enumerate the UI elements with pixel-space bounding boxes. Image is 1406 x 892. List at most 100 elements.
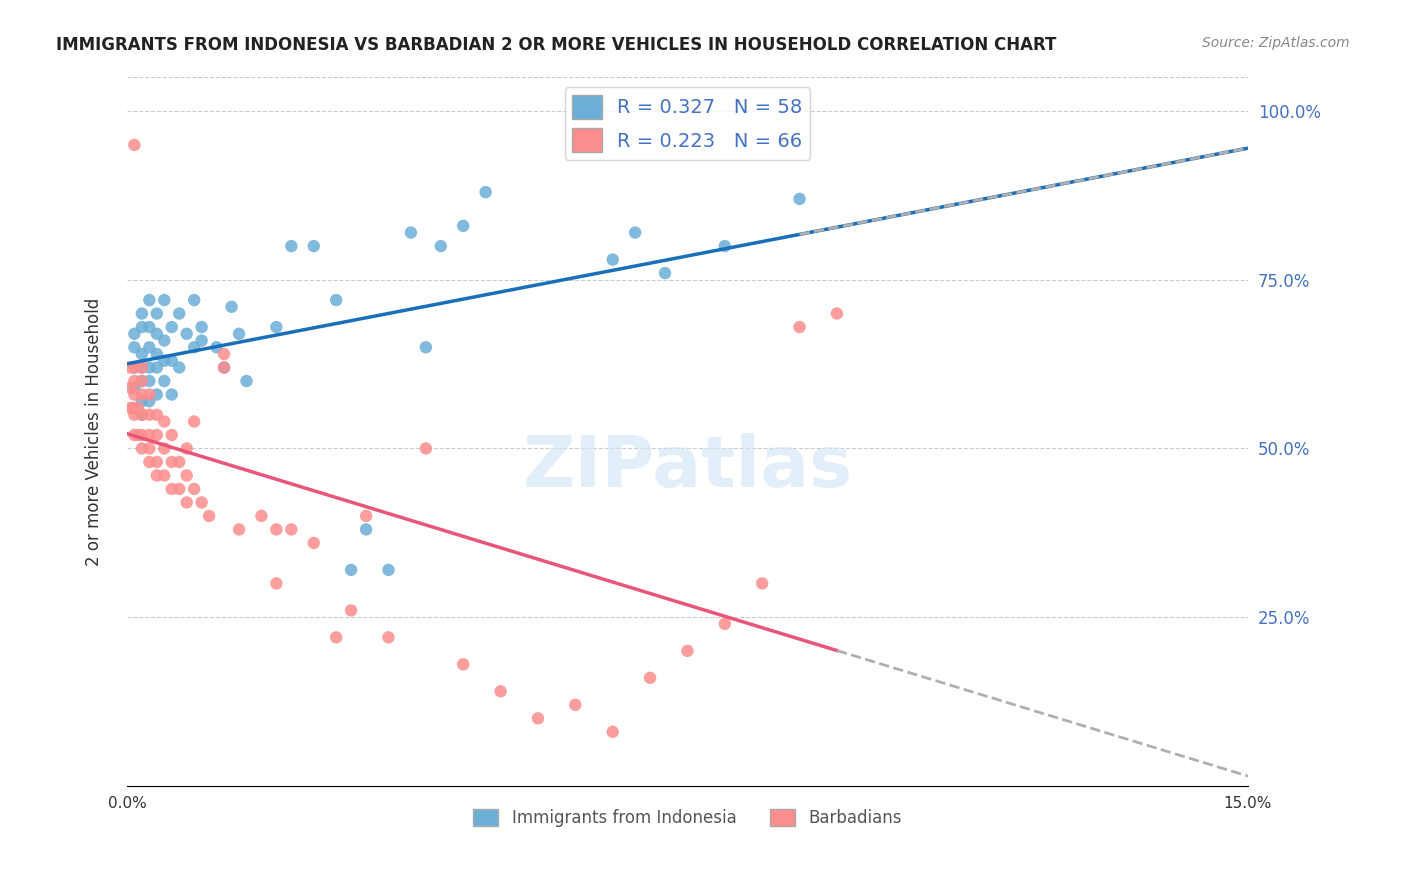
Point [131,360,153,375]
Point [266,523,288,537]
Point [183,293,205,307]
Point [124,340,146,354]
Point [474,185,496,199]
Point [751,576,773,591]
Point [131,374,153,388]
Point [228,523,250,537]
Point [325,293,347,307]
Point [354,508,377,523]
Point [340,563,363,577]
Point [167,307,190,321]
Point [160,353,183,368]
Point [146,360,169,375]
Point [138,387,160,401]
Point [167,455,190,469]
Point [789,192,811,206]
Point [564,698,586,712]
Point [122,401,145,415]
Point [183,340,205,354]
Point [451,657,474,672]
Point [153,468,176,483]
Point [120,360,142,375]
Point [190,334,212,348]
Point [138,340,160,354]
Point [131,394,153,409]
Point [124,387,146,401]
Point [160,320,183,334]
Point [399,226,422,240]
Point [302,536,325,550]
Text: ZIPatlas: ZIPatlas [523,433,852,501]
Text: IMMIGRANTS FROM INDONESIA VS BARBADIAN 2 OR MORE VEHICLES IN HOUSEHOLD CORRELATI: IMMIGRANTS FROM INDONESIA VS BARBADIAN 2… [56,36,1057,54]
Point [825,307,848,321]
Point [602,724,624,739]
Point [221,300,243,314]
Point [183,482,205,496]
Point [714,616,737,631]
Point [190,320,212,334]
Point [124,326,146,341]
Point [302,239,325,253]
Point [153,442,176,456]
Point [131,387,153,401]
Point [138,408,160,422]
Point [183,415,205,429]
Point [138,442,160,456]
Point [160,455,183,469]
Point [176,468,198,483]
Point [167,360,190,375]
Point [131,374,153,388]
Point [198,508,221,523]
Point [124,381,146,395]
Point [451,219,474,233]
Point [131,428,153,442]
Point [354,523,377,537]
Point [212,360,235,375]
Point [527,711,550,725]
Point [377,563,399,577]
Point [131,408,153,422]
Point [124,408,146,422]
Point [654,266,676,280]
Point [138,428,160,442]
Point [176,326,198,341]
Point [127,401,149,415]
Point [176,495,198,509]
Point [131,360,153,375]
Point [167,482,190,496]
Point [146,408,169,422]
Point [160,387,183,401]
Point [138,320,160,334]
Text: Source: ZipAtlas.com: Source: ZipAtlas.com [1202,36,1350,50]
Point [153,293,176,307]
Point [212,347,235,361]
Point [325,631,347,645]
Point [124,137,146,152]
Point [153,415,176,429]
Point [131,347,153,361]
Point [146,387,169,401]
Point [489,684,512,698]
Point [120,381,142,395]
Point [235,374,257,388]
Point [340,603,363,617]
Point [266,576,288,591]
Point [131,320,153,334]
Point [127,428,149,442]
Point [602,252,624,267]
Point [146,428,169,442]
Point [146,455,169,469]
Point [124,428,146,442]
Point [131,307,153,321]
Point [228,326,250,341]
Point [138,360,160,375]
Point [160,482,183,496]
Point [430,239,453,253]
Point [124,360,146,375]
Point [153,374,176,388]
Point [160,428,183,442]
Point [212,360,235,375]
Point [131,442,153,456]
Point [124,374,146,388]
Point [190,495,212,509]
